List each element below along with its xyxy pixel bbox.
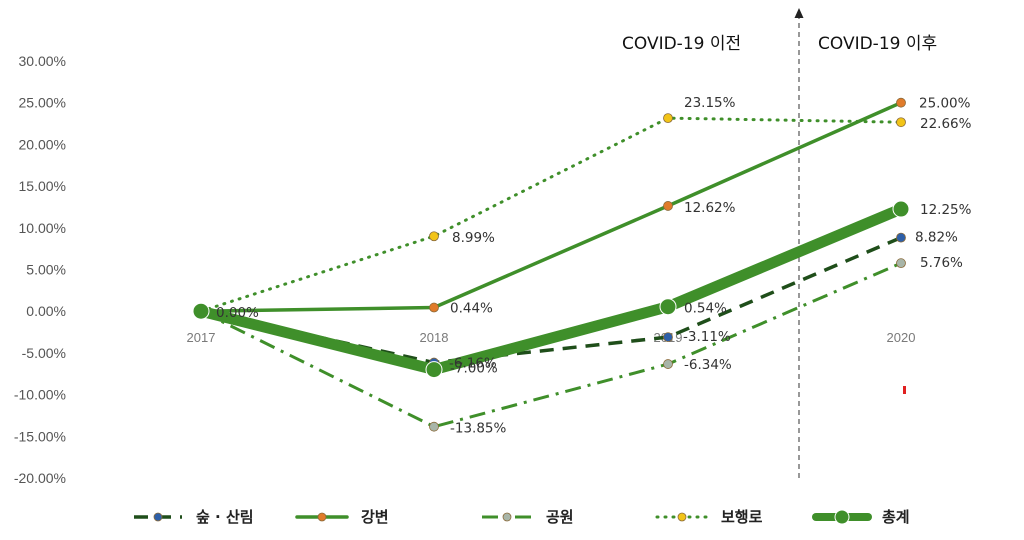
series-line <box>199 100 903 313</box>
data-label: 23.15% <box>684 95 736 111</box>
y-tick-label: -10.00% <box>14 387 66 403</box>
data-label: -3.11% <box>683 329 731 345</box>
data-label: 5.76% <box>920 255 963 271</box>
data-labels: -6.16% -3.11% 8.82% 0.44% 12.62% 25.00% -13.85… <box>216 95 972 437</box>
arrow-up-icon <box>794 8 804 18</box>
y-tick-label: 10.00% <box>19 220 66 236</box>
data-point <box>659 298 677 316</box>
data-label: 8.99% <box>452 230 495 246</box>
x-tick-label: 2020 <box>887 330 916 345</box>
legend-item: 공원 <box>482 508 574 526</box>
covid-divider <box>794 8 804 478</box>
legend-marker <box>834 509 850 525</box>
series-5 <box>192 200 910 379</box>
data-point <box>425 361 443 379</box>
data-point <box>429 302 439 313</box>
data-label: -6.16% <box>449 356 497 372</box>
legend-marker <box>502 512 512 522</box>
data-label: -13.85% <box>450 421 507 437</box>
y-tick-label: 30.00% <box>19 53 66 69</box>
y-tick-label: 25.00% <box>19 95 66 111</box>
data-label: -7.00% <box>450 361 498 377</box>
legend-item: 총계 <box>812 508 910 526</box>
data-point <box>896 117 906 128</box>
y-tick-label: 5.00% <box>26 262 66 278</box>
series-line <box>199 116 903 313</box>
y-tick-label: -15.00% <box>14 428 66 444</box>
x-axis-ticks: 2017201820192020 <box>187 330 916 345</box>
x-tick-label: 2017 <box>187 330 216 345</box>
data-point <box>192 302 210 320</box>
legend-label: 보행로 <box>721 508 763 526</box>
y-tick-label: 0.00% <box>26 303 66 319</box>
data-label: 12.25% <box>920 202 972 218</box>
legend: 숲 · 산림 강변 공원 보행로 총계 <box>134 508 910 526</box>
data-point <box>896 232 906 243</box>
data-label: 22.66% <box>920 116 972 132</box>
series-line <box>200 261 902 429</box>
data-label: 0.54% <box>684 301 727 317</box>
legend-label: 공원 <box>546 508 574 526</box>
data-point <box>429 421 439 432</box>
legend-item: 보행로 <box>655 508 763 526</box>
data-point <box>663 359 673 369</box>
legend-label: 숲 · 산림 <box>196 508 254 526</box>
y-axis-ticks: 30.00% 25.00% 20.00% 15.00% 10.00% 5.00% 0.00%… <box>14 53 66 486</box>
data-point <box>663 113 673 124</box>
y-tick-label: 15.00% <box>19 178 66 194</box>
series-4 <box>199 113 906 313</box>
legend-label: 강변 <box>361 508 389 526</box>
series-2 <box>199 97 906 313</box>
y-tick-label: -5.00% <box>22 345 66 361</box>
legend-label: 총계 <box>882 508 910 526</box>
data-point <box>429 231 439 242</box>
data-label: 25.00% <box>919 96 971 112</box>
series-line <box>195 203 907 376</box>
red-mark <box>903 386 906 394</box>
data-label: 12.62% <box>684 200 736 216</box>
x-tick-label: 2018 <box>420 330 449 345</box>
legend-marker <box>677 512 687 522</box>
data-label: 8.82% <box>915 230 958 246</box>
data-label: 0.44% <box>450 301 493 317</box>
data-point <box>892 200 910 218</box>
data-label: 0.00% <box>216 305 259 321</box>
legend-item: 숲 · 산림 <box>134 508 254 526</box>
data-label: -6.34% <box>684 357 732 373</box>
data-point <box>663 201 673 211</box>
y-tick-label: -20.00% <box>14 470 66 486</box>
legend-item: 강변 <box>295 508 389 526</box>
data-point <box>896 258 906 269</box>
y-tick-label: 20.00% <box>19 136 66 152</box>
legend-marker <box>153 512 163 522</box>
period-after-label: COVID-19 이후 <box>818 34 937 54</box>
series-layer <box>192 97 910 432</box>
data-point <box>663 332 673 343</box>
period-before-label: COVID-19 이전 <box>622 34 741 54</box>
legend-marker <box>317 512 327 522</box>
data-point <box>896 97 906 108</box>
series-3 <box>200 258 906 432</box>
